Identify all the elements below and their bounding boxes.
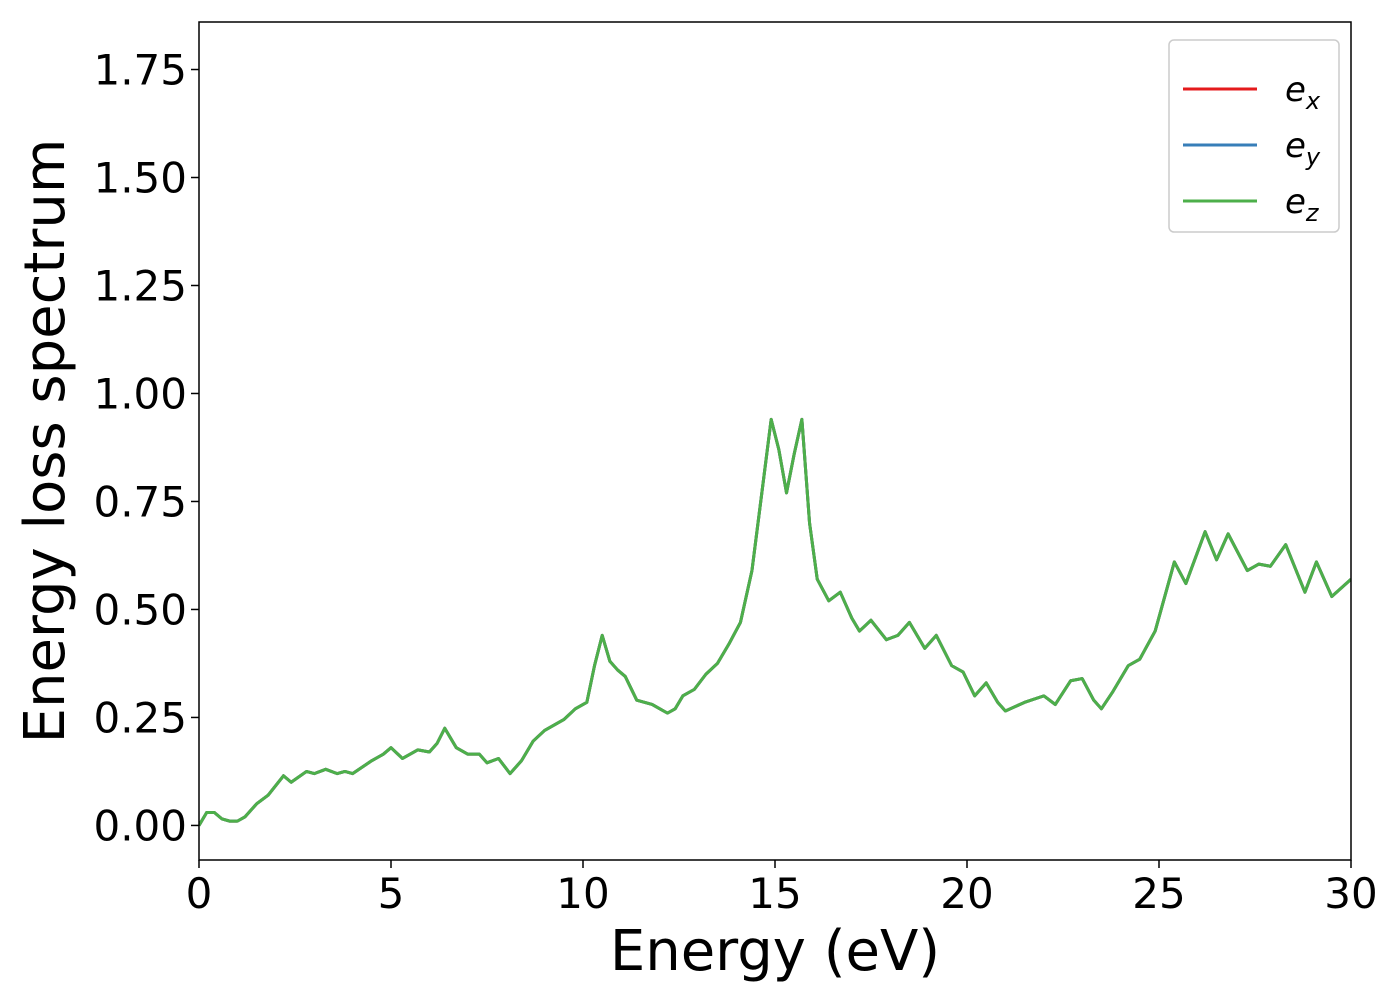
- y-tick-label: 0.00: [93, 801, 187, 850]
- y-tick-label: 0.25: [93, 693, 187, 742]
- y-axis-label: Energy loss spectrum: [13, 139, 78, 744]
- x-tick-label: 15: [748, 869, 801, 918]
- x-tick-label: 5: [378, 869, 405, 918]
- x-tick-label: 25: [1132, 869, 1185, 918]
- x-axis-label: Energy (eV): [610, 919, 940, 984]
- y-tick-label: 0.75: [93, 477, 187, 526]
- series-line: [199, 417, 1351, 827]
- x-tick-label: 0: [186, 869, 213, 918]
- y-tick-label: 0.50: [93, 585, 187, 634]
- x-tick-label: 30: [1324, 869, 1377, 918]
- y-tick-label: 1.25: [93, 261, 187, 310]
- legend-label: ex: [1285, 70, 1321, 115]
- x-tick-label: 10: [556, 869, 609, 918]
- y-tick-label: 1.50: [93, 154, 187, 203]
- plot-frame: [198, 21, 1352, 861]
- series-line: [199, 417, 1351, 827]
- legend-label: ey: [1285, 126, 1321, 171]
- x-tick-label: 20: [940, 869, 993, 918]
- y-tick-label: 1.75: [93, 46, 187, 95]
- series-line: [199, 417, 1351, 827]
- legend-label: ez: [1285, 182, 1320, 227]
- y-tick-label: 1.00: [93, 369, 187, 418]
